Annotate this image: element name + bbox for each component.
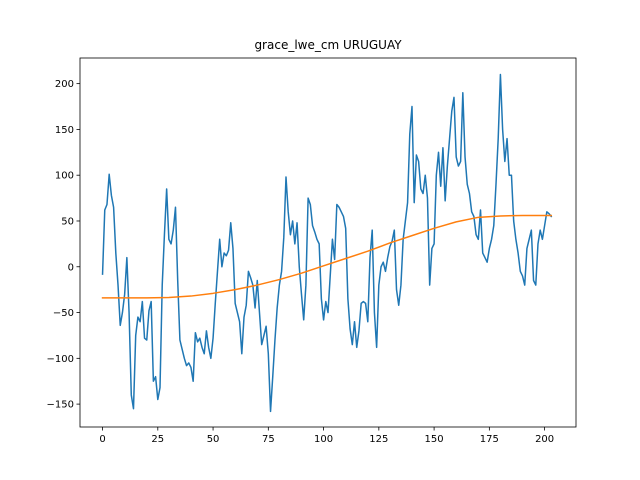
series-line-trend [101, 214, 552, 299]
x-tick-label: 150 [425, 434, 444, 445]
y-tick-label: 200 [55, 79, 74, 90]
x-tick-label: 25 [151, 434, 164, 445]
x-tick-label: 200 [535, 434, 554, 445]
y-axis: −150 −100 −50 0 50 100 150 200 [47, 79, 80, 411]
y-tick-label: 0 [68, 262, 74, 273]
x-tick-label: 100 [314, 434, 333, 445]
y-tick-label: −100 [47, 354, 74, 365]
y-tick-label: 150 [55, 125, 74, 136]
x-tick-label: 125 [369, 434, 388, 445]
x-tick-label: 50 [207, 434, 220, 445]
x-tick-label: 175 [480, 434, 499, 445]
y-tick-label: −150 [47, 400, 74, 411]
x-tick-label: 75 [262, 434, 275, 445]
x-axis: 0 25 50 75 100 125 150 175 200 [99, 427, 554, 445]
x-tick-label: 0 [99, 434, 105, 445]
y-tick-label: 100 [55, 171, 74, 182]
series-line-grace-lwe-cm [101, 73, 553, 413]
plot-area [101, 73, 553, 413]
chart-title: grace_lwe_cm URUGUAY [254, 38, 402, 52]
y-tick-label: 50 [61, 216, 74, 227]
y-tick-label: −50 [53, 308, 74, 319]
axes-frame [79, 57, 577, 428]
